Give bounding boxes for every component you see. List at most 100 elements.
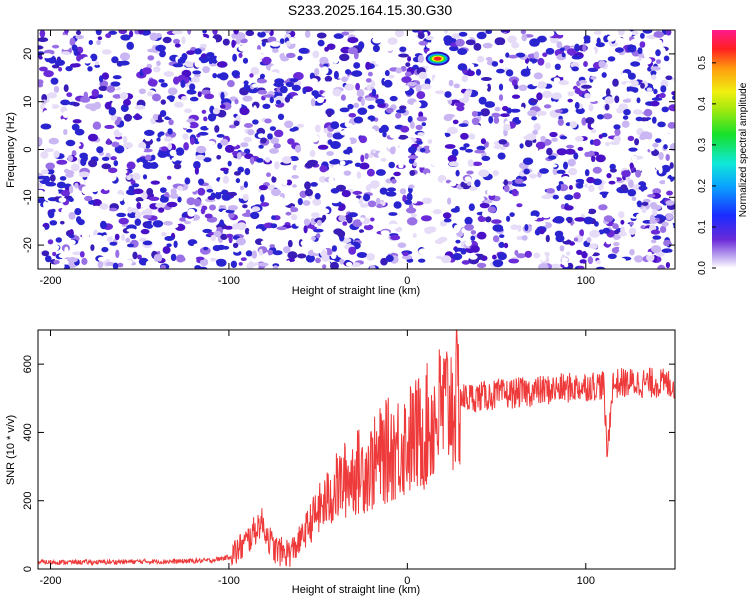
spectrogram-cell <box>543 104 552 109</box>
spectrogram-cell <box>101 156 110 161</box>
spectrogram-cell <box>536 190 544 196</box>
spectrogram-cell <box>551 92 563 100</box>
spectrogram-cell <box>426 226 437 233</box>
spectrogram-cell <box>579 259 587 264</box>
spectrogram-cell <box>627 135 635 142</box>
snr-panel: -200 -100 0 100 0 200 400 600 Height of straig… <box>5 329 676 596</box>
spectrogram-cell <box>128 185 135 192</box>
snr-x-tick-label: 0 <box>404 575 410 587</box>
spectrogram-cell <box>587 67 599 72</box>
spectrogram-cell <box>521 235 528 241</box>
spectrogram-cell <box>197 136 209 144</box>
spectrogram-cell <box>129 82 138 89</box>
spectrogram-cell <box>571 66 579 72</box>
spectrogram-cell <box>321 92 330 97</box>
spectrogram-cell <box>353 102 360 108</box>
spectrogram-cell <box>201 109 207 114</box>
spectrogram-cell <box>204 164 209 173</box>
spectrogram-cell <box>631 196 637 201</box>
spectrogram-cell <box>601 30 608 37</box>
spectrogram-cell <box>197 187 206 196</box>
spectrogram-cell <box>59 34 70 40</box>
spectrogram-cell <box>614 128 621 137</box>
spectrogram-cell <box>434 244 439 249</box>
spectrogram-cell <box>601 192 607 199</box>
spectrogram-cell <box>393 171 401 177</box>
spectrogram-cell <box>286 260 291 268</box>
spectrogram-cell <box>443 194 448 202</box>
spectrogram-cell <box>623 108 631 116</box>
spectrogram-cell <box>63 84 69 92</box>
spectrogram-cell <box>38 175 48 180</box>
spectrogram-cell <box>81 257 88 265</box>
spectrogram-cell <box>199 43 207 48</box>
spectrogram-cell <box>581 84 592 89</box>
spectrogram-cell <box>310 217 316 226</box>
spectrogram-cell <box>204 213 213 219</box>
spectrogram-cell <box>152 73 159 79</box>
spectrogram-cell <box>539 168 549 174</box>
spectrogram-cell <box>453 83 460 89</box>
spectrogram-cell <box>224 225 234 230</box>
spectrogram-cell <box>625 223 631 230</box>
spectrogram-cell <box>622 115 629 120</box>
spectrogram-cell <box>38 79 44 88</box>
spectrogram-cell <box>579 229 584 237</box>
spectrogram-cell <box>596 259 601 264</box>
spectrogram-cell <box>396 109 406 114</box>
spectrogram-cell <box>353 62 361 69</box>
spectrogram-cell <box>605 237 612 245</box>
spectrogram-cell <box>214 125 220 133</box>
spectrogram-cell <box>74 208 82 216</box>
spectrogram-cell <box>393 201 402 209</box>
spectrogram-cell <box>584 169 590 177</box>
spectrogram-cell <box>191 76 200 83</box>
spectrogram-cell <box>288 37 297 44</box>
spectrogram-cell <box>68 239 76 245</box>
spectrogram-cell <box>39 66 48 72</box>
spectrogram-cell <box>589 230 600 238</box>
spectrogram-cell <box>590 123 597 129</box>
spectrogram-cell <box>152 220 164 228</box>
spectrogram-cell <box>471 124 482 133</box>
spectrogram-cell <box>347 212 358 218</box>
spectrogram-cell <box>152 229 162 237</box>
spectrogram-cell <box>477 215 487 222</box>
spectrogram-cell <box>260 194 265 203</box>
spectrogram-cell <box>516 203 523 208</box>
spectrogram-cell <box>238 52 243 58</box>
colorbar-ticks: 0.0 0.1 0.2 0.3 0.4 0.5 <box>697 55 716 275</box>
spectrogram-cell <box>595 154 606 163</box>
spectrogram-cell <box>362 119 372 127</box>
spectrogram-cell <box>167 112 179 119</box>
spectrogram-cell <box>397 242 407 248</box>
spectrogram-cell <box>367 200 377 208</box>
spectrogram-cell <box>370 180 380 188</box>
spectrogram-cell <box>559 245 565 252</box>
spectrogram-cell <box>404 199 413 205</box>
spectrogram-cell <box>324 75 333 82</box>
spectrogram-cell <box>155 44 166 52</box>
spectrogram-cell <box>595 103 600 112</box>
spectrogram-cell <box>149 32 159 41</box>
spectrogram-cell <box>186 50 196 55</box>
spectrogram-cell <box>466 70 475 77</box>
spectrogram-cell <box>176 129 184 137</box>
spectrogram-cell <box>66 92 73 98</box>
spectrogram-cell <box>588 104 594 112</box>
spectrogram-cell <box>460 181 466 188</box>
spectrogram-cell <box>499 59 504 64</box>
spectrogram-cell <box>503 242 509 249</box>
spectrogram-cell <box>109 207 118 212</box>
spectrogram-cell <box>359 162 370 170</box>
spectrogram-cell <box>442 212 452 219</box>
spectrogram-cell <box>134 113 141 121</box>
spectrogram-cell <box>202 30 207 34</box>
spectrogram-cell <box>286 94 292 99</box>
spectrogram-cell <box>356 89 365 98</box>
spectrogram-cell <box>218 72 229 81</box>
spectrogram-cell <box>184 177 191 185</box>
spectrogram-cell <box>653 88 658 95</box>
spectrogram-cell <box>406 217 418 226</box>
spectrogram-cell <box>197 91 202 98</box>
